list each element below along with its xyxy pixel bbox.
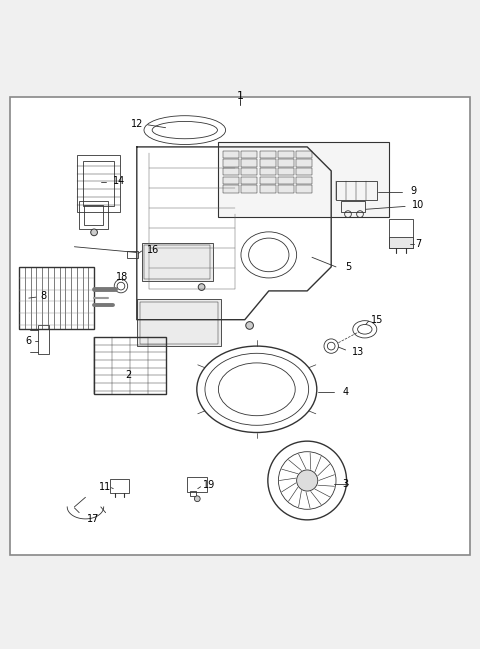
- Text: 2: 2: [125, 370, 132, 380]
- Bar: [190, 491, 196, 496]
- Bar: [94, 336, 166, 394]
- Text: 8: 8: [40, 291, 46, 300]
- Bar: [223, 151, 239, 158]
- Bar: [79, 201, 108, 228]
- Circle shape: [297, 470, 318, 491]
- Bar: [296, 177, 312, 184]
- Bar: [260, 151, 276, 158]
- Bar: [296, 186, 312, 193]
- Circle shape: [246, 322, 253, 329]
- Bar: [296, 151, 312, 158]
- Bar: [241, 160, 257, 167]
- Circle shape: [179, 322, 186, 329]
- Text: 9: 9: [411, 186, 417, 196]
- Bar: [140, 302, 218, 344]
- Bar: [223, 177, 239, 184]
- Bar: [127, 251, 138, 258]
- Bar: [260, 160, 276, 167]
- Bar: [336, 182, 377, 200]
- Bar: [260, 177, 276, 184]
- Bar: [110, 479, 129, 493]
- Text: 6: 6: [26, 336, 32, 347]
- Bar: [77, 155, 120, 212]
- Circle shape: [194, 496, 200, 502]
- Bar: [296, 168, 312, 175]
- Text: 13: 13: [351, 347, 364, 358]
- Bar: [84, 204, 103, 225]
- Bar: [341, 201, 365, 212]
- Bar: [389, 219, 413, 248]
- Bar: [187, 477, 207, 491]
- Bar: [38, 325, 49, 354]
- Bar: [241, 177, 257, 184]
- Bar: [278, 186, 294, 193]
- Bar: [260, 186, 276, 193]
- Bar: [223, 160, 239, 167]
- Text: 14: 14: [113, 177, 125, 186]
- Bar: [241, 186, 257, 193]
- Text: 12: 12: [131, 119, 143, 129]
- Bar: [218, 142, 389, 217]
- Text: 18: 18: [116, 271, 129, 282]
- Bar: [278, 177, 294, 184]
- Bar: [137, 299, 221, 346]
- Bar: [389, 237, 413, 248]
- Text: 16: 16: [146, 245, 159, 255]
- Text: 10: 10: [411, 201, 424, 210]
- Text: 11: 11: [98, 482, 111, 492]
- Circle shape: [198, 284, 205, 290]
- Bar: [278, 151, 294, 158]
- Bar: [223, 186, 239, 193]
- Bar: [260, 168, 276, 175]
- Text: 4: 4: [343, 387, 348, 397]
- Text: 1: 1: [237, 91, 243, 101]
- Bar: [296, 160, 312, 167]
- Text: 19: 19: [203, 480, 215, 490]
- Bar: [144, 245, 210, 279]
- Bar: [223, 168, 239, 175]
- Bar: [241, 151, 257, 158]
- Text: 17: 17: [87, 514, 100, 524]
- Bar: [142, 243, 213, 281]
- Bar: [83, 161, 114, 206]
- Bar: [241, 168, 257, 175]
- Circle shape: [91, 229, 97, 236]
- Text: 5: 5: [345, 262, 351, 272]
- Text: 7: 7: [415, 239, 422, 249]
- Bar: [278, 168, 294, 175]
- Bar: [19, 267, 94, 329]
- Text: 15: 15: [371, 315, 383, 324]
- Bar: [278, 160, 294, 167]
- Text: 3: 3: [343, 479, 348, 489]
